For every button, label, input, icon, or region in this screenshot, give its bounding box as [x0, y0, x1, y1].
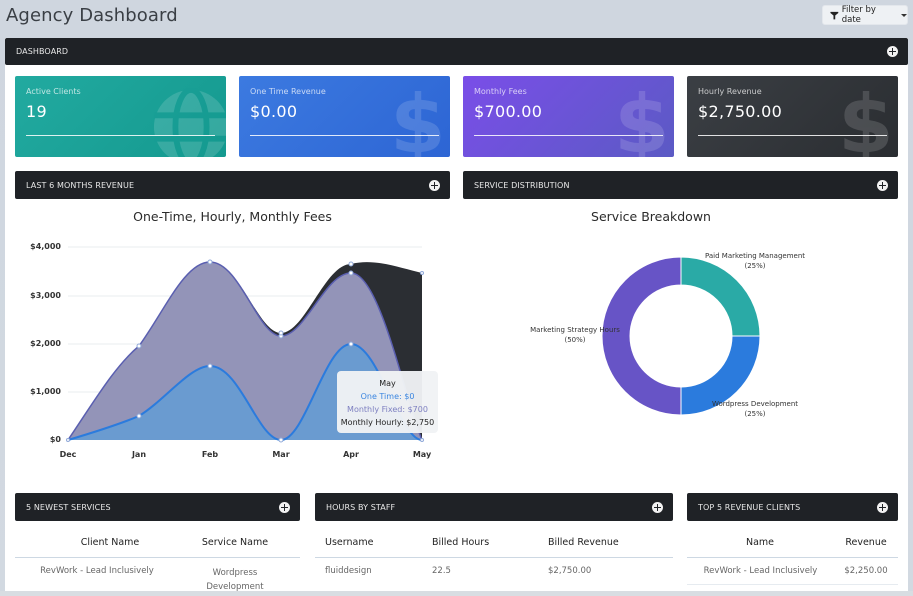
y-tick: $0 [49, 435, 61, 444]
stat-card-monthly-fees: $ Monthly Fees $700.00 [463, 76, 674, 157]
column-header[interactable]: Name [745, 537, 775, 548]
newest-services-bar-label: 5 NEWEST SERVICES [26, 502, 111, 512]
divider [474, 135, 663, 136]
revenue-bar-label: LAST 6 MONTHS REVENUE [26, 180, 135, 190]
slice-pct: (50%) [564, 336, 586, 344]
column-header[interactable]: Billed Hours [432, 537, 490, 548]
y-tick: $4,000 [30, 242, 61, 251]
column-header[interactable]: Client Name [80, 537, 140, 548]
tooltip-monthly-hourly: Monthly Hourly: $2,750 [340, 418, 435, 427]
filter-button-label: Filter by date [841, 5, 876, 25]
tooltip-monthly-fixed: Monthly Fixed: $700 [347, 405, 428, 414]
stat-card-active-clients: Active Clients 19 [15, 76, 226, 157]
dashboard-header-bar: DASHBOARD [5, 38, 908, 65]
svg-text:$: $ [618, 84, 666, 157]
filter-by-date-button[interactable]: Filter by date [822, 5, 908, 25]
y-tick: $3,000 [30, 291, 61, 300]
chart-tooltip: May One Time: $0 Monthly Fixed: $700 Mon… [337, 371, 438, 433]
cell-username: fluiddesign [325, 566, 372, 576]
expand-icon[interactable] [429, 179, 440, 191]
top-clients-bar-label: TOP 5 REVENUE CLIENTS [698, 502, 801, 512]
hours-by-staff-bar-label: HOURS BY STAFF [326, 502, 396, 512]
x-tick: Feb [201, 450, 219, 459]
expand-icon[interactable] [279, 501, 290, 513]
divider [26, 135, 215, 136]
revenue-panel-header: LAST 6 MONTHS REVENUE [15, 171, 450, 199]
stat-card-one-time-revenue: $ One Time Revenue $0.00 [239, 76, 450, 157]
expand-icon[interactable] [877, 501, 888, 513]
dollar-icon: $ [618, 84, 666, 157]
cell-service-name: Wordpress Development [206, 568, 264, 592]
slice-name: Marketing Strategy Hours [530, 326, 620, 334]
cell-billed-revenue: $2,750.00 [548, 566, 592, 576]
expand-icon[interactable] [652, 501, 663, 513]
donut-label-marketing-strategy: Marketing Strategy Hours (50%) [520, 325, 630, 345]
slice-pct: (25%) [744, 410, 766, 418]
dollar-icon: $ [842, 84, 890, 157]
slice-name: Wordpress Development [711, 400, 799, 408]
x-tick: Jan [131, 450, 147, 459]
bottom-edge [0, 591, 913, 596]
chevron-down-icon [901, 13, 907, 17]
column-header[interactable]: Billed Revenue [548, 537, 619, 548]
cell-billed-hours: 22.5 [432, 566, 451, 576]
slice-pct: (25%) [744, 262, 766, 270]
column-header[interactable]: Revenue [845, 537, 887, 548]
stat-value: $2,750.00 [698, 102, 783, 121]
y-tick: $1,000 [30, 387, 61, 396]
divider [15, 557, 300, 558]
divider [250, 135, 439, 136]
slice-marketing-strategy [601, 256, 682, 416]
cell-client-name: RevWork - Lead Inclusively [40, 566, 154, 576]
newest-services-header: 5 NEWEST SERVICES [15, 493, 300, 521]
distribution-chart-title: Service Breakdown [591, 209, 711, 224]
stat-label: Monthly Fees [474, 87, 527, 96]
stat-card-hourly-revenue: $ Hourly Revenue $2,750.00 [687, 76, 898, 157]
series-one-time [68, 344, 422, 440]
stat-value: 19 [26, 102, 47, 121]
service-donut-chart[interactable] [600, 255, 762, 417]
cell-client-name: RevWork - Lead Inclusively [703, 566, 818, 576]
x-tick: Mar [272, 450, 290, 459]
x-tick: May [412, 450, 432, 459]
cell-revenue: $2,250.00 [844, 566, 888, 576]
column-header[interactable]: Username [325, 537, 374, 548]
expand-icon[interactable] [877, 179, 888, 191]
top-clients-header: TOP 5 REVENUE CLIENTS [687, 493, 898, 521]
divider [315, 557, 673, 558]
distribution-bar-label: SERVICE DISTRIBUTION [474, 180, 570, 190]
hours-by-staff-header: HOURS BY STAFF [315, 493, 673, 521]
stat-label: Active Clients [26, 87, 81, 96]
stat-label: Hourly Revenue [698, 87, 762, 96]
svg-text:$: $ [842, 84, 890, 157]
revenue-chart-title: One-Time, Hourly, Monthly Fees [133, 209, 332, 224]
stat-value: $0.00 [250, 102, 298, 121]
filter-icon [830, 11, 839, 19]
page-title: Agency Dashboard [6, 5, 178, 26]
divider [698, 135, 887, 136]
divider [687, 584, 898, 585]
dollar-icon: $ [394, 84, 442, 157]
donut-label-wordpress: Wordpress Development (25%) [690, 399, 820, 419]
svg-text:$: $ [394, 84, 442, 157]
donut-label-paid-marketing: Paid Marketing Management (25%) [690, 251, 820, 271]
stat-label: One Time Revenue [250, 87, 326, 96]
slice-name: Paid Marketing Management [704, 252, 806, 260]
dashboard-bar-label: DASHBOARD [16, 47, 69, 56]
tooltip-title: May [379, 379, 396, 388]
globe-icon [153, 88, 226, 157]
x-tick: Apr [343, 450, 359, 459]
divider [687, 557, 898, 558]
x-tick: Dec [59, 450, 77, 459]
tooltip-one-time: One Time: $0 [360, 392, 415, 401]
expand-icon[interactable] [887, 46, 898, 57]
distribution-panel-header: SERVICE DISTRIBUTION [463, 171, 898, 199]
column-header[interactable]: Service Name [201, 537, 269, 548]
y-tick: $2,000 [30, 339, 61, 348]
stat-value: $700.00 [474, 102, 543, 121]
